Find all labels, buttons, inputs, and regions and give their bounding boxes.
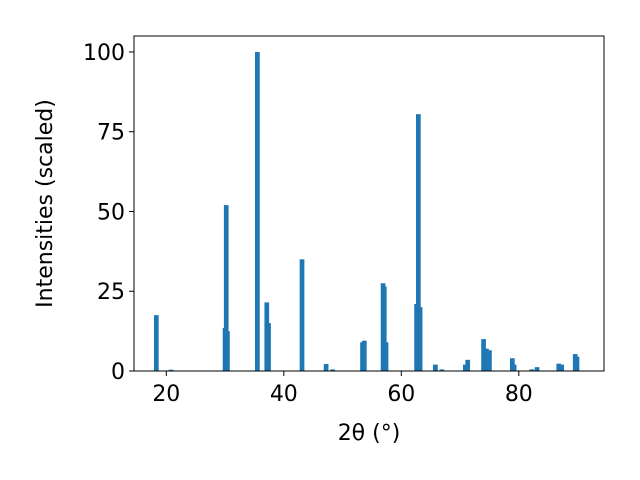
bar [223,205,229,371]
y-tick-label: 75 [97,121,125,146]
y-axis-label: Intensities (scaled) [33,99,58,308]
bar [225,331,230,371]
bar [383,342,389,371]
bar [417,307,423,371]
y-tick-label: 50 [97,200,125,225]
y-tick-label: 100 [83,41,125,66]
bar [323,363,329,371]
x-tick-label: 40 [270,382,298,407]
bar [529,369,535,371]
bar [484,348,489,371]
x-tick-label: 20 [152,382,180,407]
bars-group [153,51,580,372]
x-axis-ticks: 20 40 60 80 [152,371,533,407]
x-axis-label: 2θ (°) [338,421,401,446]
bar [559,364,565,371]
bar [361,340,367,371]
bar [439,369,445,371]
bar [381,286,387,371]
bar [465,359,471,371]
bar [168,369,174,371]
bar [255,51,260,371]
bar [534,367,540,371]
bar [433,364,438,371]
y-tick-label: 0 [111,360,125,385]
bar [574,356,580,371]
bar [481,339,486,371]
x-tick-label: 80 [505,382,533,407]
x-tick-label: 60 [387,382,415,407]
bar [487,350,492,371]
bar [416,114,421,372]
plot-frame [133,35,605,372]
bar [511,364,517,371]
y-tick-label: 25 [97,280,125,305]
bar [266,323,271,371]
y-axis-ticks: 0 25 50 75 100 [83,41,134,385]
bar [153,315,159,371]
bar [299,259,305,371]
bar [556,363,562,371]
bar [330,369,335,371]
